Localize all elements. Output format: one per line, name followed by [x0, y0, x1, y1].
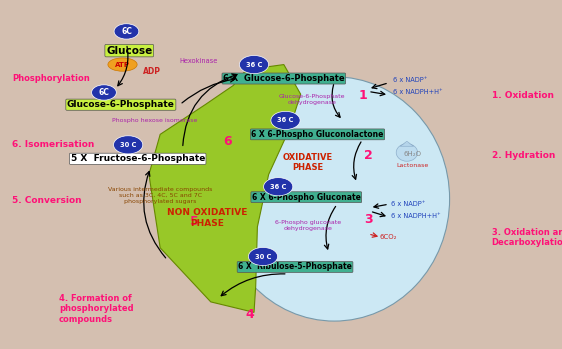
Text: 36 C: 36 C	[246, 61, 262, 68]
Text: ATP: ATP	[115, 61, 130, 68]
Text: 30 C: 30 C	[255, 253, 271, 260]
Text: 4: 4	[246, 307, 255, 321]
Text: 5. Conversion: 5. Conversion	[12, 196, 82, 205]
Circle shape	[239, 55, 269, 74]
Text: 6: 6	[223, 135, 232, 148]
Text: 3: 3	[364, 213, 373, 227]
Text: 6C: 6C	[98, 88, 110, 97]
Text: 6 x NADPH+H⁺: 6 x NADPH+H⁺	[393, 89, 443, 96]
Circle shape	[114, 136, 143, 154]
Text: 6 X 6-Phospho Gluconolactone: 6 X 6-Phospho Gluconolactone	[251, 130, 384, 139]
Text: Glucose: Glucose	[106, 46, 152, 55]
Text: 6-Phospho gluconate
dehydrogenase: 6-Phospho gluconate dehydrogenase	[275, 220, 341, 230]
Text: 6. Isomerisation: 6. Isomerisation	[12, 140, 95, 149]
Text: Hexokinase: Hexokinase	[180, 58, 218, 64]
Circle shape	[92, 85, 116, 100]
Text: ADP: ADP	[143, 67, 161, 76]
Text: 5: 5	[189, 215, 198, 228]
Text: Glucose-6-Phosphate: Glucose-6-Phosphate	[67, 100, 175, 109]
Ellipse shape	[108, 58, 137, 71]
Text: 36 C: 36 C	[270, 184, 287, 190]
Text: 6 X 6-Phospho Gluconate: 6 X 6-Phospho Gluconate	[252, 193, 361, 202]
Ellipse shape	[396, 144, 418, 161]
Circle shape	[271, 111, 300, 129]
Text: 36 C: 36 C	[277, 117, 294, 124]
Text: 6 X  Glucose-6-Phosphate: 6 X Glucose-6-Phosphate	[223, 74, 345, 83]
Text: 6 x NADP⁺: 6 x NADP⁺	[393, 77, 428, 83]
Circle shape	[264, 178, 293, 196]
Circle shape	[248, 247, 278, 266]
Text: 6 x NADP⁺: 6 x NADP⁺	[391, 201, 425, 207]
Text: OXIDATIVE
PHASE: OXIDATIVE PHASE	[283, 153, 333, 172]
Text: 6H₂O: 6H₂O	[404, 151, 422, 157]
Text: NON OXIDATIVE
PHASE: NON OXIDATIVE PHASE	[166, 208, 247, 228]
Text: Phosphorylation: Phosphorylation	[12, 74, 90, 83]
Text: 6 X  Ribulose-5-Phosphate: 6 X Ribulose-5-Phosphate	[238, 262, 352, 272]
Text: Glucose-6-Phosphate
dehydrogenase: Glucose-6-Phosphate dehydrogenase	[279, 94, 345, 105]
Text: 6 x NADPH+H⁺: 6 x NADPH+H⁺	[391, 213, 440, 219]
Text: 6C: 6C	[121, 27, 132, 36]
Text: Phospho hexose isomerase: Phospho hexose isomerase	[112, 118, 197, 123]
Circle shape	[114, 24, 139, 39]
Text: 3. Oxidation and
Decarboxylation: 3. Oxidation and Decarboxylation	[492, 228, 562, 247]
PathPatch shape	[149, 65, 301, 312]
Text: 6CO₂: 6CO₂	[379, 234, 397, 240]
Text: 1: 1	[358, 89, 367, 103]
Text: 30 C: 30 C	[120, 142, 137, 148]
Text: 2. Hydration: 2. Hydration	[492, 151, 555, 160]
Text: 4. Formation of
phosphorylated
compounds: 4. Formation of phosphorylated compounds	[59, 294, 134, 324]
Text: 1. Oxidation: 1. Oxidation	[492, 91, 554, 101]
Text: 2: 2	[364, 149, 373, 162]
Ellipse shape	[219, 77, 450, 321]
Text: Lactonase: Lactonase	[396, 163, 428, 168]
Text: Various intermediate compounds
such as 3C, 4C, 5C and 7C
phosphorylated sugars: Various intermediate compounds such as 3…	[108, 187, 212, 204]
Text: 5 X  Fructose-6-Phosphate: 5 X Fructose-6-Phosphate	[70, 154, 205, 163]
Polygon shape	[400, 141, 414, 146]
